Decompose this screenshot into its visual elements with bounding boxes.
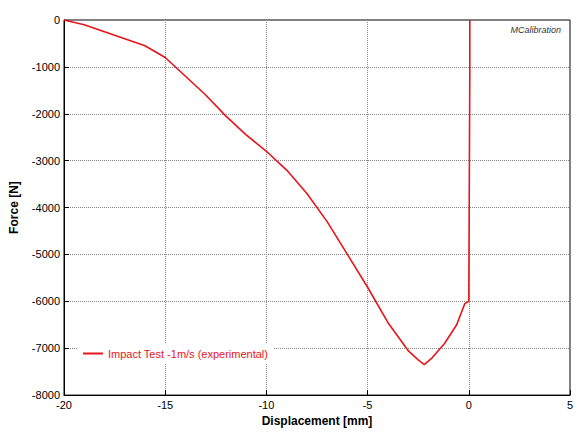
svg-text:0: 0 (54, 14, 60, 26)
svg-text:-1000: -1000 (32, 61, 60, 73)
svg-text:MCalibration: MCalibration (510, 25, 561, 35)
svg-text:-5: -5 (363, 399, 373, 411)
svg-text:-20: -20 (56, 399, 72, 411)
svg-text:-15: -15 (157, 399, 173, 411)
svg-text:-6000: -6000 (32, 295, 60, 307)
svg-text:5: 5 (567, 399, 573, 411)
svg-text:-8000: -8000 (31, 389, 60, 402)
svg-text:Impact Test -1m/s (experimenta: Impact Test -1m/s (experimental) (108, 348, 268, 360)
svg-text:0: 0 (466, 399, 472, 411)
svg-text:Displacement [mm]: Displacement [mm] (262, 414, 373, 428)
svg-text:-2000: -2000 (32, 108, 60, 120)
svg-text:-3000: -3000 (32, 155, 60, 167)
svg-text:-4000: -4000 (32, 202, 60, 214)
svg-text:-7000: -7000 (32, 342, 60, 354)
svg-text:-10: -10 (258, 399, 274, 411)
svg-text:-5000: -5000 (32, 248, 60, 260)
svg-text:Force [N]: Force [N] (7, 181, 21, 234)
